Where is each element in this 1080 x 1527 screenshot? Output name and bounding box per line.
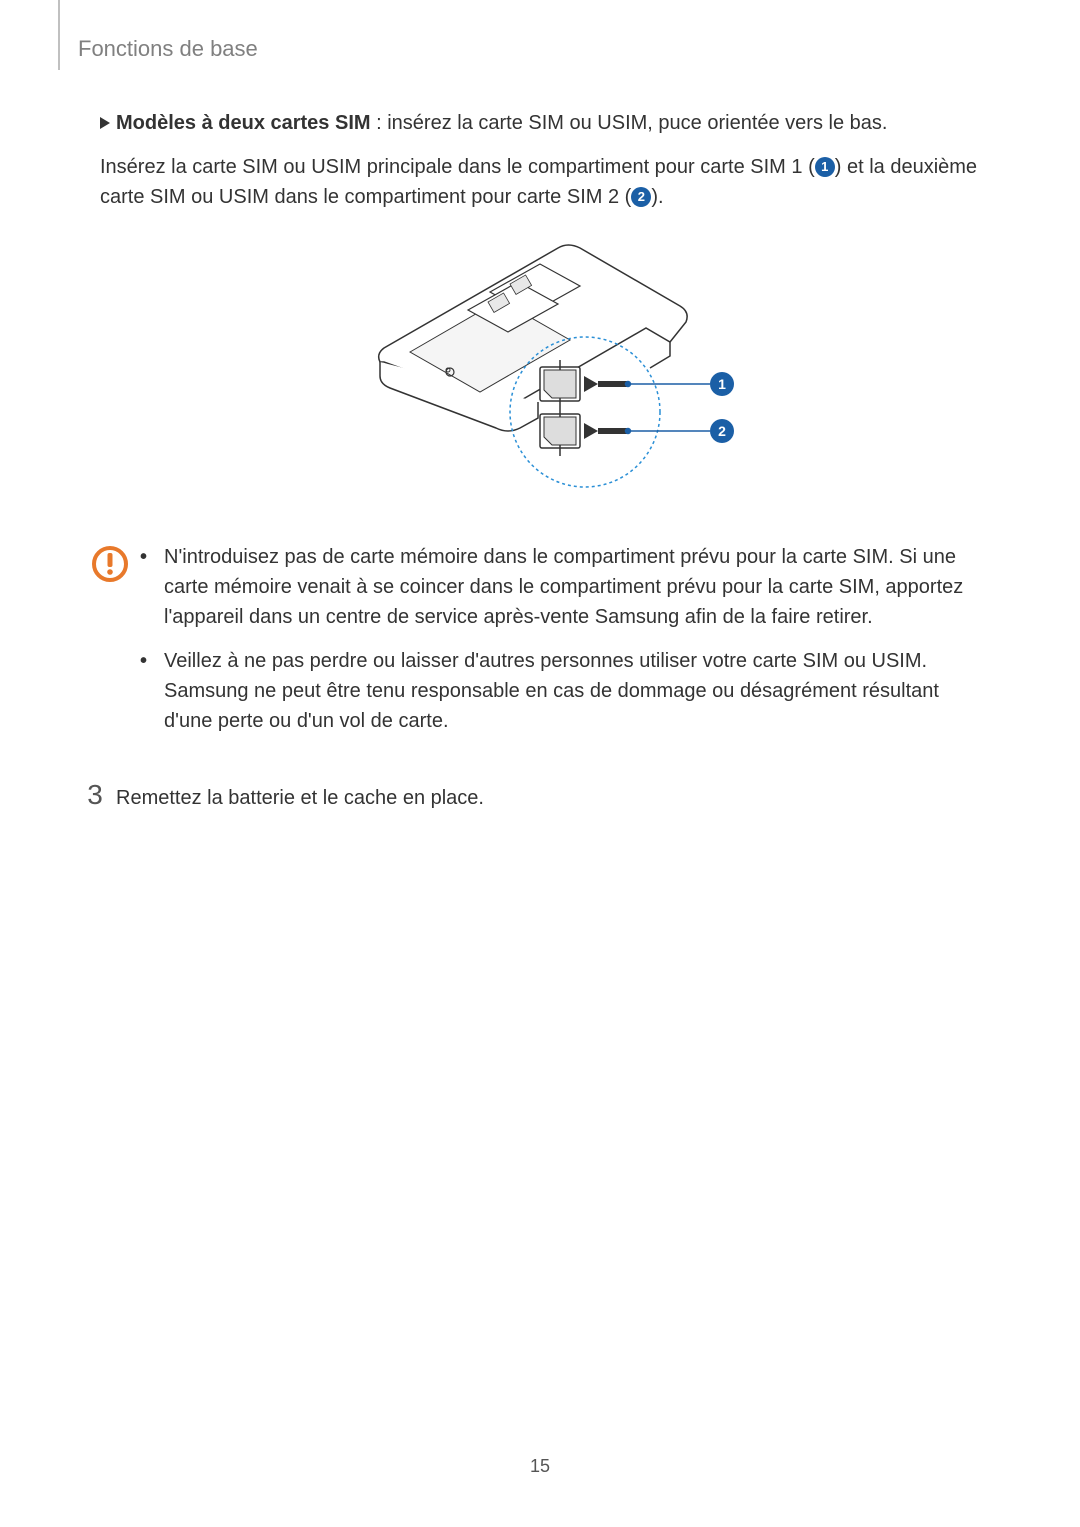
paragraph-insert-sim: Insérez la carte SIM ou USIM principale … bbox=[100, 152, 980, 212]
step-number: 3 bbox=[80, 774, 110, 816]
paragraph-dual-sim: Modèles à deux cartes SIM : insérez la c… bbox=[100, 108, 980, 138]
warning-icon bbox=[80, 542, 140, 584]
page-number: 15 bbox=[0, 1456, 1080, 1477]
warning-bullet-2-text: Veillez à ne pas perdre ou laisser d'aut… bbox=[164, 646, 980, 736]
bold-lead: Modèles à deux cartes SIM bbox=[116, 112, 371, 134]
warning-bullet-1-text: N'introduisez pas de carte mémoire dans … bbox=[164, 542, 980, 632]
bullet-dot-icon: • bbox=[140, 542, 164, 632]
triangle-bullet-icon bbox=[100, 117, 110, 129]
warning-block: • N'introduisez pas de carte mémoire dan… bbox=[80, 542, 980, 750]
inline-badge-2: 2 bbox=[631, 187, 651, 207]
step-text: Remettez la batterie et le cache en plac… bbox=[110, 783, 980, 813]
diagram-callout-2: 2 bbox=[718, 423, 726, 439]
step-3-row: 3 Remettez la batterie et le cache en pl… bbox=[80, 774, 980, 816]
main-content: Modèles à deux cartes SIM : insérez la c… bbox=[100, 108, 980, 816]
sim-insertion-diagram: 1 2 bbox=[340, 242, 740, 512]
warning-text: • N'introduisez pas de carte mémoire dan… bbox=[140, 542, 980, 750]
header-rule bbox=[58, 0, 60, 70]
inline-badge-1: 1 bbox=[815, 157, 835, 177]
warning-bullet-1: • N'introduisez pas de carte mémoire dan… bbox=[140, 542, 980, 632]
para2-part3: ). bbox=[651, 186, 663, 208]
para1-rest: : insérez la carte SIM ou USIM, puce ori… bbox=[371, 112, 888, 134]
diagram-callout-1: 1 bbox=[718, 376, 726, 392]
page-header-title: Fonctions de base bbox=[78, 36, 258, 62]
bullet-dot-icon: • bbox=[140, 646, 164, 736]
warning-bullet-2: • Veillez à ne pas perdre ou laisser d'a… bbox=[140, 646, 980, 736]
para2-part1: Insérez la carte SIM ou USIM principale … bbox=[100, 156, 815, 178]
